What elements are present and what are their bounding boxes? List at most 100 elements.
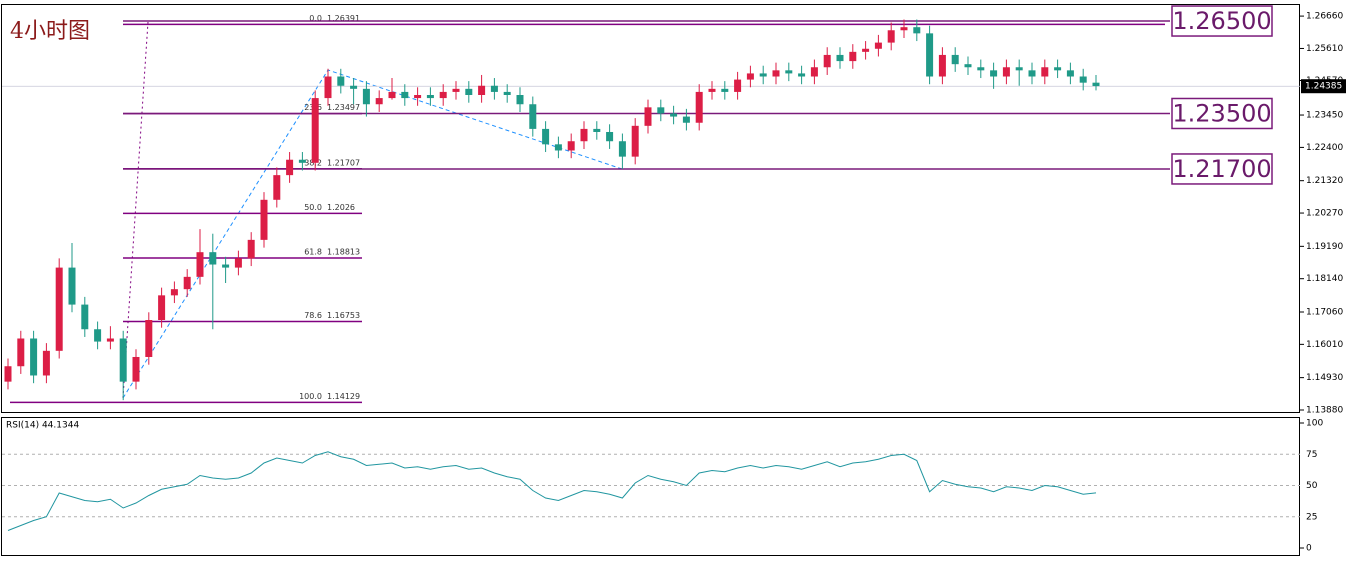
fib-price: 1.16753: [327, 311, 360, 320]
candle-body: [913, 27, 921, 34]
candle-body: [209, 252, 217, 265]
fib-ratio: 50.0: [304, 203, 322, 212]
candle-body: [414, 95, 422, 99]
candle-body: [337, 76, 345, 86]
rsi-panel: [1, 417, 1300, 556]
candle-body: [55, 267, 63, 351]
candle-body: [631, 125, 639, 157]
y-tick-label: 1.25610: [1306, 44, 1343, 54]
fib-price: 1.14129: [327, 392, 360, 401]
candle-body: [119, 338, 127, 382]
candle-body: [324, 76, 332, 99]
candle-body: [593, 128, 601, 132]
candle-body: [273, 175, 281, 200]
fib-price: 1.18813: [327, 247, 360, 256]
candle-body: [350, 85, 358, 89]
fib-price: 1.2026: [327, 203, 355, 212]
candle-body: [30, 338, 38, 376]
y-tick-label: 1.17060: [1306, 307, 1343, 317]
candle-body: [1066, 70, 1074, 77]
y-tick-label: 1.26660: [1306, 12, 1343, 22]
candle-body: [478, 85, 486, 95]
level-box: [1171, 5, 1273, 37]
candle-body: [1015, 67, 1023, 71]
level-box: [1171, 97, 1273, 130]
candle-body: [657, 107, 665, 114]
level-label: 1.26500: [1172, 7, 1271, 35]
candle-body: [362, 88, 370, 105]
rsi-tick-label: 0: [1306, 544, 1312, 554]
candle-body: [183, 276, 191, 290]
y-tick-label: 1.23450: [1306, 111, 1343, 121]
candle-body: [708, 88, 716, 92]
candle-body: [721, 88, 729, 92]
y-tick-label: 1.21320: [1306, 176, 1343, 186]
candle-body: [17, 338, 25, 367]
candle-body: [695, 91, 703, 123]
candle-body: [158, 295, 166, 320]
candle-body: [388, 91, 396, 99]
candle-body: [516, 95, 524, 105]
y-tick-label: 1.16010: [1306, 340, 1343, 350]
y-tick-label: 1.19190: [1306, 242, 1343, 252]
rsi-tick-label: 25: [1306, 512, 1317, 522]
candle-body: [260, 199, 268, 240]
candle-body: [286, 159, 294, 176]
candle-body: [644, 107, 652, 126]
fib-ratio: 78.6: [304, 311, 322, 320]
candle-body: [439, 91, 447, 99]
candle-body: [4, 366, 12, 382]
fib-price: 1.21707: [327, 158, 360, 167]
candle-body: [1092, 82, 1100, 87]
candle-body: [298, 159, 306, 163]
candle-body: [964, 64, 972, 68]
candle-body: [426, 95, 434, 99]
candle-body: [452, 88, 460, 92]
candle-body: [862, 48, 870, 52]
rsi-tick-label: 50: [1306, 481, 1318, 491]
fib-ratio: 100.0: [299, 392, 322, 401]
candle-body: [798, 73, 806, 77]
candle-body: [990, 70, 998, 77]
fib-price: 1.23497: [327, 103, 360, 112]
fib-ratio: 61.8: [304, 247, 322, 256]
candle-body: [1041, 67, 1049, 77]
candle-body: [900, 27, 908, 31]
candle-body: [94, 329, 102, 342]
candle-body: [618, 141, 626, 157]
last-price-label: 1.24385: [1305, 82, 1342, 92]
candle-body: [145, 320, 153, 357]
rsi-tick-label: 75: [1306, 450, 1317, 460]
candle-body: [1002, 67, 1010, 77]
candle-body: [401, 91, 409, 99]
candle-body: [682, 116, 690, 123]
candle-body: [1028, 70, 1036, 77]
candle-body: [926, 33, 934, 77]
last-price-box: [1301, 79, 1346, 94]
fib-price: 1.26391: [327, 14, 360, 23]
y-tick-label: 1.22400: [1306, 143, 1343, 153]
candle-body: [132, 356, 140, 382]
candle-body: [529, 104, 537, 129]
candle-body: [247, 239, 255, 259]
fib-ratio: 0.0: [309, 14, 322, 23]
candle-body: [311, 98, 319, 163]
rsi-tick-label: 100: [1306, 419, 1323, 429]
candle-body: [746, 73, 754, 80]
candle-body: [670, 113, 678, 117]
candle-body: [823, 54, 831, 68]
level-label: 1.23500: [1172, 99, 1271, 127]
candle-body: [1079, 76, 1087, 83]
price-panel: [1, 4, 1300, 413]
candle-body: [874, 42, 882, 49]
candle-body: [810, 67, 818, 77]
candle-body: [465, 88, 473, 95]
candle-body: [836, 54, 844, 62]
y-tick-label: 1.18140: [1306, 274, 1343, 284]
level-label: 1.21700: [1172, 155, 1271, 183]
candle-body: [606, 131, 614, 142]
candle-body: [734, 79, 742, 92]
candle-body: [785, 70, 793, 74]
